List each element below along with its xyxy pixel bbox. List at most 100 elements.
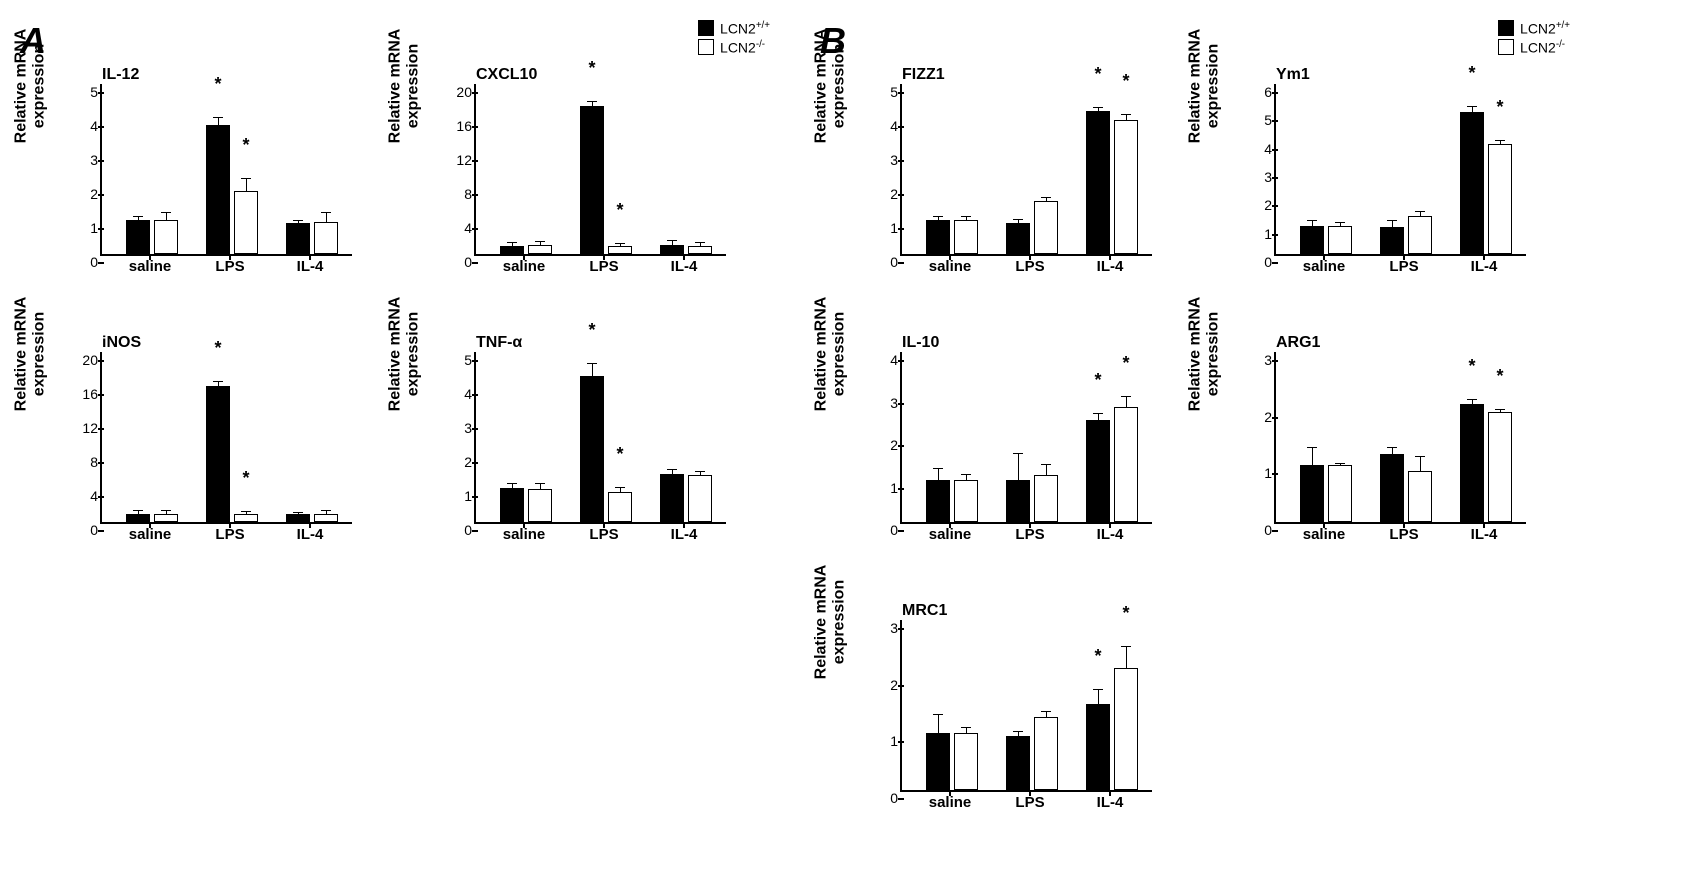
error-bar bbox=[1098, 414, 1099, 420]
significance-star: * bbox=[1094, 64, 1101, 85]
plot-area: ** bbox=[1274, 352, 1526, 524]
y-ticks: 012345 bbox=[64, 84, 98, 254]
error-bar bbox=[1046, 198, 1047, 201]
error-cap bbox=[933, 216, 943, 217]
significance-star: * bbox=[616, 444, 623, 465]
error-bar bbox=[1500, 141, 1501, 144]
plot-area: ** bbox=[474, 352, 726, 524]
error-cap bbox=[1013, 219, 1023, 220]
bar bbox=[608, 246, 632, 254]
y-tick-label: 2 bbox=[1238, 197, 1272, 213]
legend-label: LCN2-/- bbox=[1520, 39, 1565, 56]
error-bar bbox=[512, 484, 513, 488]
legend-b: LCN2+/+LCN2-/- bbox=[1498, 20, 1570, 55]
y-tick-label: 2 bbox=[438, 454, 472, 470]
significance-star: * bbox=[1094, 370, 1101, 391]
error-cap bbox=[321, 510, 331, 511]
bar bbox=[1328, 465, 1352, 522]
bar bbox=[660, 245, 684, 254]
error-cap bbox=[1041, 711, 1051, 712]
y-tick-label: 8 bbox=[64, 454, 98, 470]
error-bar bbox=[1126, 647, 1127, 669]
error-bar bbox=[938, 217, 939, 220]
y-tick-label: 0 bbox=[864, 790, 898, 806]
y-axis-label: Relative mRNA expression bbox=[812, 532, 847, 712]
error-bar bbox=[1046, 465, 1047, 476]
bar bbox=[1086, 111, 1110, 254]
y-tick-label: 4 bbox=[64, 488, 98, 504]
x-tick-label: IL-4 bbox=[1471, 526, 1498, 543]
error-bar bbox=[218, 118, 219, 125]
error-bar bbox=[298, 221, 299, 224]
y-axis-label: Relative mRNA expression bbox=[1186, 264, 1221, 444]
bar bbox=[314, 222, 338, 254]
bar bbox=[154, 514, 178, 523]
error-bar bbox=[246, 179, 247, 191]
error-bar bbox=[166, 511, 167, 514]
error-bar bbox=[1340, 223, 1341, 226]
x-tick-mark bbox=[683, 254, 685, 260]
error-bar bbox=[1312, 221, 1313, 225]
y-tick-label: 5 bbox=[864, 84, 898, 100]
error-bar bbox=[1098, 108, 1099, 111]
x-tick-mark bbox=[149, 254, 151, 260]
x-tick-mark bbox=[1483, 522, 1485, 528]
x-tick-mark bbox=[229, 522, 231, 528]
error-bar bbox=[1312, 448, 1313, 465]
x-tick-mark bbox=[309, 254, 311, 260]
y-tick-label: 2 bbox=[864, 677, 898, 693]
y-tick-label: 3 bbox=[864, 620, 898, 636]
significance-star: * bbox=[214, 74, 221, 95]
y-axis-label: Relative mRNA expression bbox=[386, 0, 421, 176]
panel-b-charts: FIZZ1Relative mRNA expression012345**sal… bbox=[820, 66, 1580, 852]
chart-TNFa: TNF-αRelative mRNA expression012345**sal… bbox=[394, 334, 744, 584]
y-tick-label: 4 bbox=[438, 220, 472, 236]
bar bbox=[926, 480, 950, 523]
error-cap bbox=[293, 512, 303, 513]
bar bbox=[608, 492, 632, 522]
bar bbox=[126, 514, 150, 523]
bar bbox=[1300, 465, 1324, 522]
y-tick-label: 20 bbox=[64, 352, 98, 368]
x-tick-mark bbox=[949, 254, 951, 260]
x-tick-mark bbox=[523, 522, 525, 528]
error-bar bbox=[938, 469, 939, 480]
error-cap bbox=[933, 468, 943, 469]
error-bar bbox=[1018, 732, 1019, 737]
error-bar bbox=[1472, 107, 1473, 113]
x-tick-label: LPS bbox=[215, 258, 244, 275]
error-bar bbox=[1098, 690, 1099, 704]
error-bar bbox=[672, 470, 673, 474]
y-tick-label: 4 bbox=[438, 386, 472, 402]
x-tick-label: LPS bbox=[215, 526, 244, 543]
error-cap bbox=[1093, 689, 1103, 690]
error-cap bbox=[615, 243, 625, 244]
chart-ARG1: ARG1Relative mRNA expression0123**saline… bbox=[1194, 334, 1544, 584]
y-tick-label: 16 bbox=[438, 118, 472, 134]
x-tick-label: IL-4 bbox=[297, 526, 324, 543]
error-cap bbox=[1467, 399, 1477, 400]
x-tick-mark bbox=[1403, 522, 1405, 528]
bar bbox=[954, 733, 978, 790]
error-cap bbox=[535, 241, 545, 242]
error-cap bbox=[961, 727, 971, 728]
error-bar bbox=[1500, 410, 1501, 412]
x-tick-mark bbox=[603, 254, 605, 260]
y-tick-label: 1 bbox=[1238, 226, 1272, 242]
x-tick-mark bbox=[1109, 522, 1111, 528]
x-labels: salineLPSIL-4 bbox=[900, 258, 1150, 282]
bar bbox=[1114, 668, 1138, 790]
panel-a-charts: IL-12Relative mRNA expression012345**sal… bbox=[20, 66, 780, 584]
x-tick-label: LPS bbox=[1015, 258, 1044, 275]
y-tick-label: 3 bbox=[1238, 352, 1272, 368]
y-tick-label: 4 bbox=[64, 118, 98, 134]
error-cap bbox=[321, 212, 331, 213]
x-tick-label: saline bbox=[1303, 526, 1346, 543]
significance-star: * bbox=[1122, 603, 1129, 624]
x-labels: salineLPSIL-4 bbox=[1274, 258, 1524, 282]
x-tick-mark bbox=[1483, 254, 1485, 260]
error-bar bbox=[1420, 457, 1421, 471]
error-cap bbox=[587, 101, 597, 102]
error-cap bbox=[1121, 396, 1131, 397]
significance-star: * bbox=[1094, 646, 1101, 667]
